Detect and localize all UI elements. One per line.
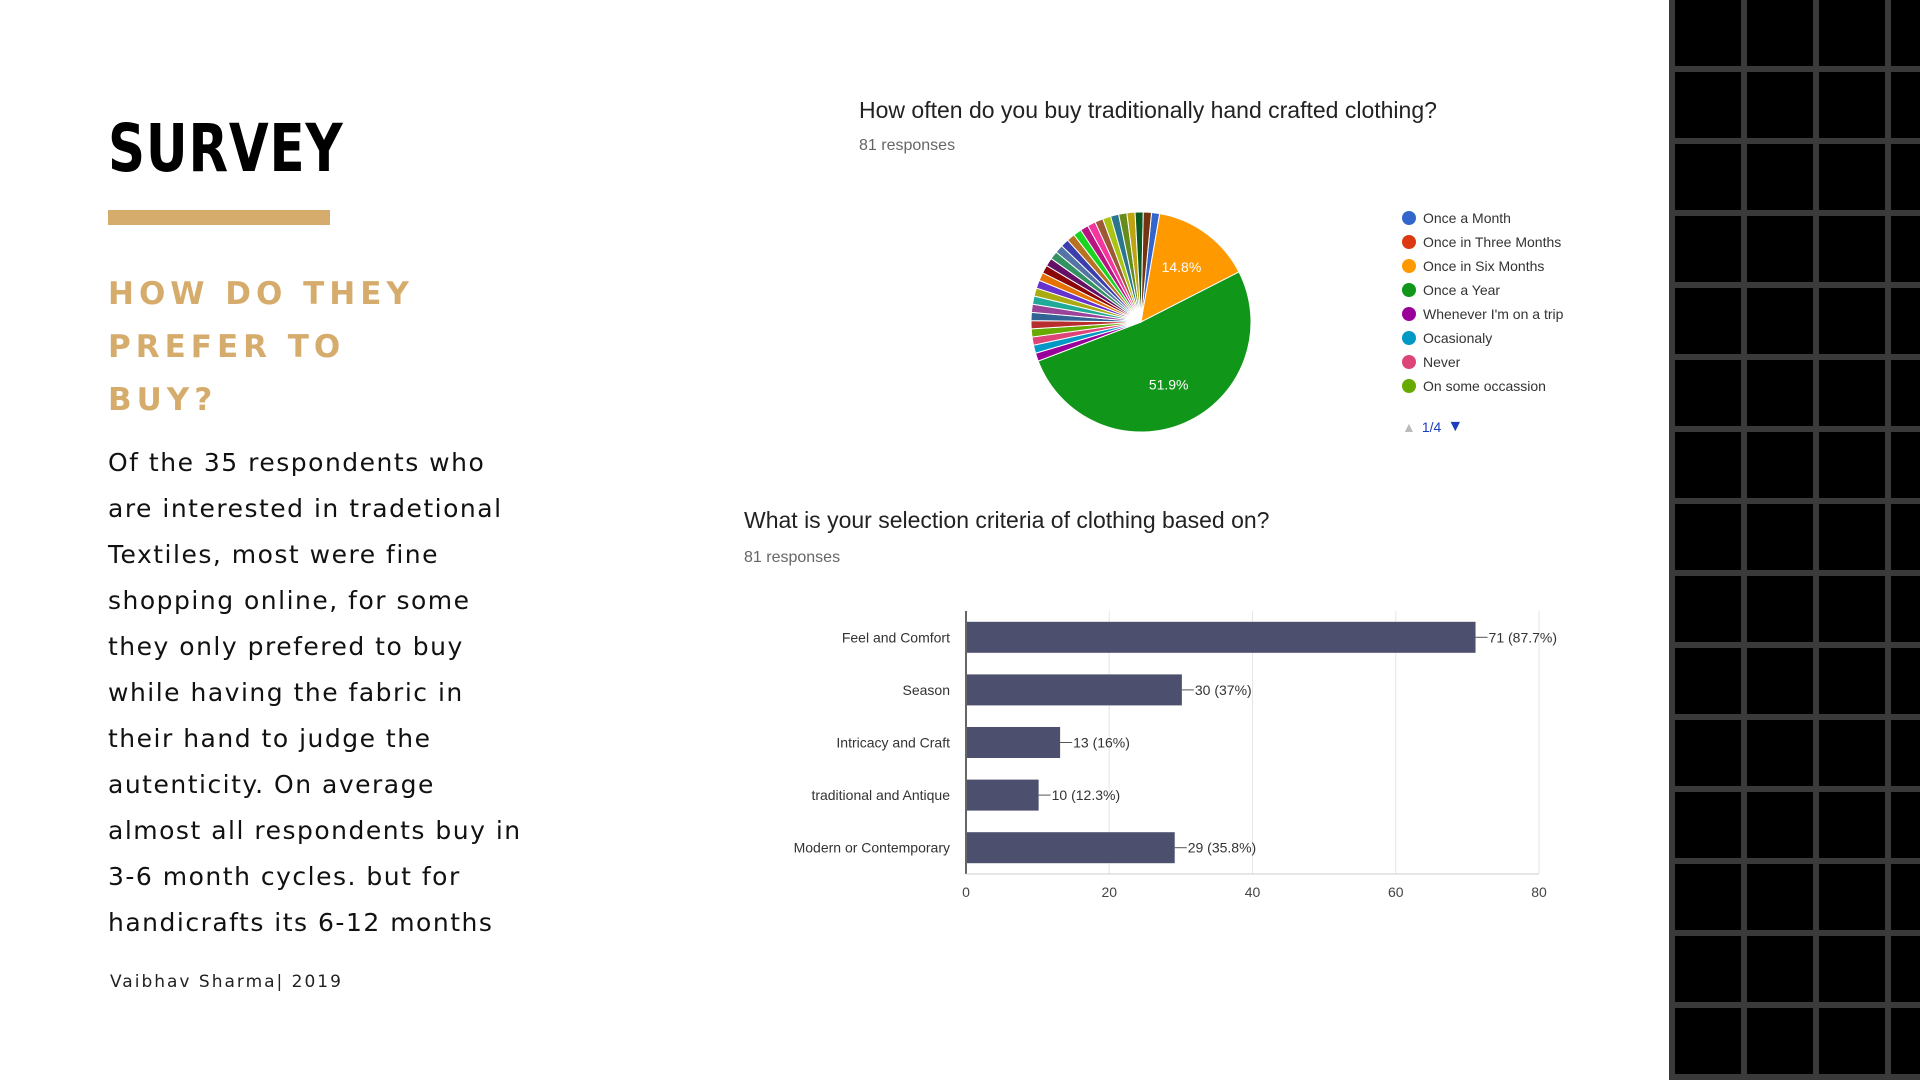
pie-legend: Once a Month Once in Three Months Once in … [1402,206,1563,398]
bar [967,727,1061,758]
legend-pager: ▲ 1/4 ▼ [1402,418,1463,436]
legend-label: Once a Month [1423,210,1511,226]
x-tick-label: 40 [1245,884,1261,900]
category-label: Modern or Contemporary [794,840,950,856]
legend-page-indicator: 1/4 [1421,419,1442,435]
category-label: Intricacy and Craft [836,735,950,751]
legend-swatch [1402,355,1416,369]
pie-slice [1140,213,1240,323]
bar [967,674,1182,706]
legend-item: Whenever I'm on a trip [1402,302,1563,326]
pie-slice [1031,321,1142,346]
slide-title: SURVEY [108,110,344,187]
legend-label: On some occassion [1423,378,1546,394]
legend-label: Never [1423,354,1461,370]
pie-slice [1030,303,1142,323]
legend-label: Once a Year [1423,282,1501,298]
legend-next-arrow-icon[interactable]: ▼ [1447,418,1464,435]
pie-slice [1060,239,1142,323]
pie-slice [1079,225,1142,323]
legend-item: Once a Month [1402,206,1563,230]
x-tick-label: 20 [1101,884,1117,900]
pie-slice [1030,321,1142,338]
decorative-grid-panel [1669,0,1920,1080]
pie-slice [1034,321,1142,362]
pie-slice [1134,211,1144,323]
pie-slice [1066,234,1142,323]
bar-data-label: 10 (12.3%) [1052,787,1120,803]
pie-slice [1087,221,1142,323]
pie-slice [1031,295,1142,323]
pie-slice [1037,271,1252,433]
legend-item: On some occassion [1402,374,1563,398]
pie-slice-label: 14.8% [1162,259,1202,275]
pie-slice [1140,211,1153,323]
bar-chart-responses: 81 responses [744,549,841,566]
slide-subtitle: HOW DO THEY PREFER TO BUY? [108,276,414,418]
bar-data-label: 13 (16%) [1073,735,1130,751]
legend-swatch [1402,259,1416,273]
legend-swatch [1402,307,1416,321]
legend-swatch [1402,283,1416,297]
category-label: Feel and Comfort [842,629,950,645]
category-label: Season [903,682,950,698]
pie-slice [1032,321,1142,354]
author-footer: Vaibhav Sharma| 2019 [110,972,343,992]
pie-chart-responses: 81 responses [859,137,956,154]
legend-item: Once in Three Months [1402,230,1563,254]
body-paragraph: Of the 35 respondents who are interested… [108,448,522,937]
bar [967,779,1039,811]
pie-slice [1102,215,1142,323]
pie-slice [1055,245,1142,323]
pie-slice [1033,287,1142,323]
x-tick-label: 80 [1531,884,1547,900]
legend-swatch [1402,331,1416,345]
legend-swatch [1402,379,1416,393]
pie-slice [1045,257,1142,323]
pie-slice [1094,218,1142,323]
legend-item: Ocasionaly [1402,326,1563,350]
pie-slice [1035,279,1142,323]
pie-slice-label: 51.9% [1149,376,1189,392]
x-tick-label: 0 [962,884,970,900]
pie-slice [1118,212,1142,323]
legend-label: Once in Three Months [1423,234,1562,250]
bar-data-label: 71 (87.7%) [1489,629,1557,645]
legend-label: Ocasionaly [1423,330,1493,346]
bar [967,832,1175,864]
legend-label: Whenever I'm on a trip [1423,306,1564,322]
bar [967,621,1476,653]
pie-slice [1041,264,1142,323]
title-underline [108,210,330,225]
bar-data-label: 29 (35.8%) [1188,840,1256,856]
x-tick-label: 60 [1388,884,1404,900]
pie-slice [1140,211,1161,323]
pie-chart-question: How often do you buy traditionally hand … [859,97,1437,123]
legend-swatch [1402,211,1416,225]
legend-item: Never [1402,350,1563,374]
bar-chart-question: What is your selection criteria of cloth… [744,507,1270,533]
category-label: traditional and Antique [811,787,950,803]
pie-slice [1073,229,1142,323]
pie-slice [1030,311,1142,323]
bar-data-label: 30 (37%) [1195,682,1252,698]
legend-item: Once a Year [1402,278,1563,302]
pie-slice [1038,272,1142,323]
pie-slice [1050,251,1142,323]
pie-slice [1126,211,1142,323]
legend-swatch [1402,235,1416,249]
legend-item: Once in Six Months [1402,254,1563,278]
legend-label: Once in Six Months [1423,258,1545,274]
pie-slice [1030,320,1142,330]
pie-slice [1109,213,1142,323]
legend-prev-arrow-icon[interactable]: ▲ [1402,419,1416,435]
